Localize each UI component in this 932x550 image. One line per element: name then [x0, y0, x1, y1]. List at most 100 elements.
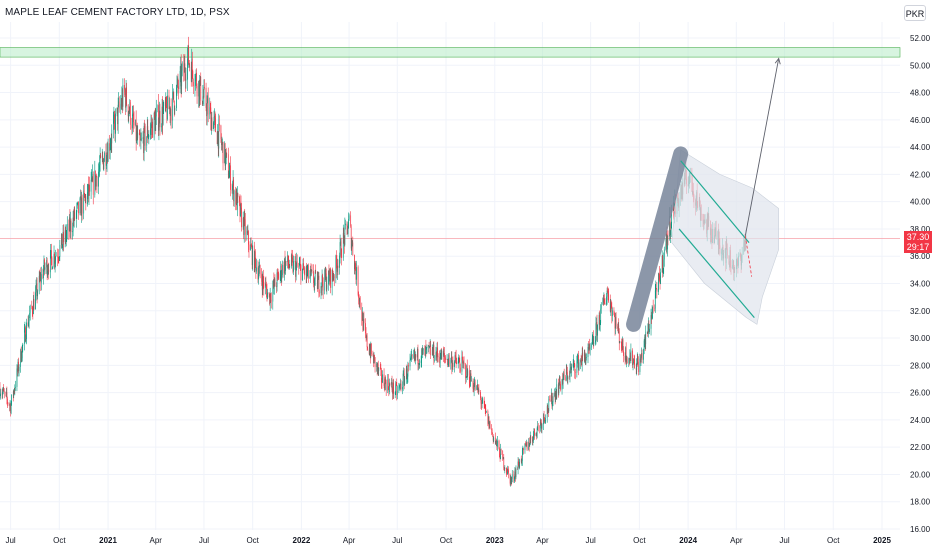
candle-body: [40, 275, 42, 283]
candle-body: [410, 355, 412, 359]
candle-body: [367, 347, 368, 349]
candle-body: [165, 97, 167, 107]
candle-body: [44, 259, 45, 270]
candle-body: [388, 387, 390, 393]
flag-cloud[interactable]: [671, 149, 780, 325]
candle-body: [622, 339, 624, 352]
price-axis[interactable]: 16.00 18.00 20.00 22.00 24.00 26.00 28.00 30.00…: [910, 34, 931, 534]
candle-body: [440, 349, 442, 360]
candle-body: [528, 441, 530, 447]
time-tick-2: 2021: [99, 536, 117, 545]
candle-body: [529, 436, 531, 445]
currency-button[interactable]: PKR: [904, 5, 926, 21]
candle-body: [669, 216, 670, 237]
candle-body: [610, 304, 612, 312]
candle-body: [169, 106, 170, 110]
candle-body: [488, 416, 490, 429]
candle-body: [128, 111, 130, 117]
candle-body: [552, 402, 553, 407]
candle-body: [139, 134, 141, 140]
drawings-layer[interactable]: [626, 57, 781, 332]
candle-body: [443, 351, 444, 356]
candle-body: [369, 350, 371, 355]
candle-body: [359, 298, 361, 308]
candle-body: [350, 226, 352, 249]
candle-body: [188, 45, 189, 65]
candle-body: [125, 92, 126, 108]
candle-body: [428, 345, 429, 347]
candle-body: [480, 397, 482, 404]
candle-body: [570, 367, 571, 369]
candle-body: [227, 154, 229, 178]
candle-body: [169, 106, 171, 116]
candle-body: [147, 126, 149, 139]
candle-body: [619, 341, 621, 343]
candle-body: [44, 267, 46, 270]
candle-body: [439, 358, 441, 363]
channel-upper-line[interactable]: [680, 160, 750, 243]
candle-body: [63, 232, 64, 243]
candle-body: [291, 255, 292, 267]
candle-body: [510, 477, 512, 484]
candle-body: [641, 353, 642, 357]
candle-body: [578, 362, 580, 370]
candle-body: [551, 392, 552, 402]
candle-body: [615, 317, 617, 327]
candle-body: [374, 357, 376, 367]
forecast-dashed-line[interactable]: [744, 235, 753, 277]
candle-body: [559, 376, 561, 384]
candle-body: [499, 457, 501, 460]
candle-body: [220, 125, 222, 140]
candle-body: [99, 165, 100, 170]
candle-body: [152, 121, 153, 138]
target-arrow-line[interactable]: [744, 58, 780, 236]
price-tick-10: 36.00: [910, 252, 931, 261]
candle-body: [211, 117, 212, 131]
candle-body: [592, 336, 594, 344]
candle-body: [470, 373, 472, 382]
candle-body: [189, 63, 190, 67]
candle-body: [644, 336, 646, 341]
candle-body: [75, 212, 77, 220]
time-tick-3: Apr: [150, 536, 163, 545]
candle-body: [487, 411, 489, 424]
candle-body: [233, 179, 234, 202]
candle-body: [148, 134, 150, 138]
candle-body: [89, 184, 90, 192]
candle-body: [15, 386, 16, 388]
candle-body: [180, 65, 181, 71]
candle-body: [430, 345, 432, 355]
candle-body: [630, 350, 632, 361]
candle-body: [83, 190, 85, 194]
candle-body: [637, 361, 639, 372]
channel-lower-line[interactable]: [678, 228, 755, 318]
candle-body: [91, 177, 93, 182]
time-tick-10: 2023: [486, 536, 504, 545]
candle-body: [122, 95, 123, 107]
candle-body: [436, 352, 437, 358]
candle-body: [403, 373, 405, 375]
candle-body: [435, 352, 437, 361]
candle-body: [491, 429, 493, 433]
candle-body: [489, 421, 491, 429]
candle-body: [421, 349, 423, 361]
resistance-zone[interactable]: [0, 47, 901, 58]
candle-body: [428, 345, 430, 348]
candle-body: [303, 263, 304, 270]
candle-body: [202, 96, 204, 105]
candle-body: [393, 382, 394, 394]
candle-body: [87, 184, 89, 193]
candle-body: [83, 190, 85, 214]
candle-body: [146, 126, 148, 137]
time-axis[interactable]: Jul Oct 2021 Apr Jul Oct 2022 Apr Jul Oct 2023 Apr J…: [5, 536, 891, 545]
candle-body: [617, 325, 619, 329]
candle-body: [124, 85, 125, 90]
candle-body: [256, 267, 257, 272]
candle-body: [51, 257, 53, 270]
candle-body: [129, 102, 131, 125]
flagpole[interactable]: [626, 146, 689, 332]
candle-body: [328, 270, 329, 285]
candle-body: [199, 83, 201, 100]
bar-countdown: 29:17: [906, 242, 930, 252]
